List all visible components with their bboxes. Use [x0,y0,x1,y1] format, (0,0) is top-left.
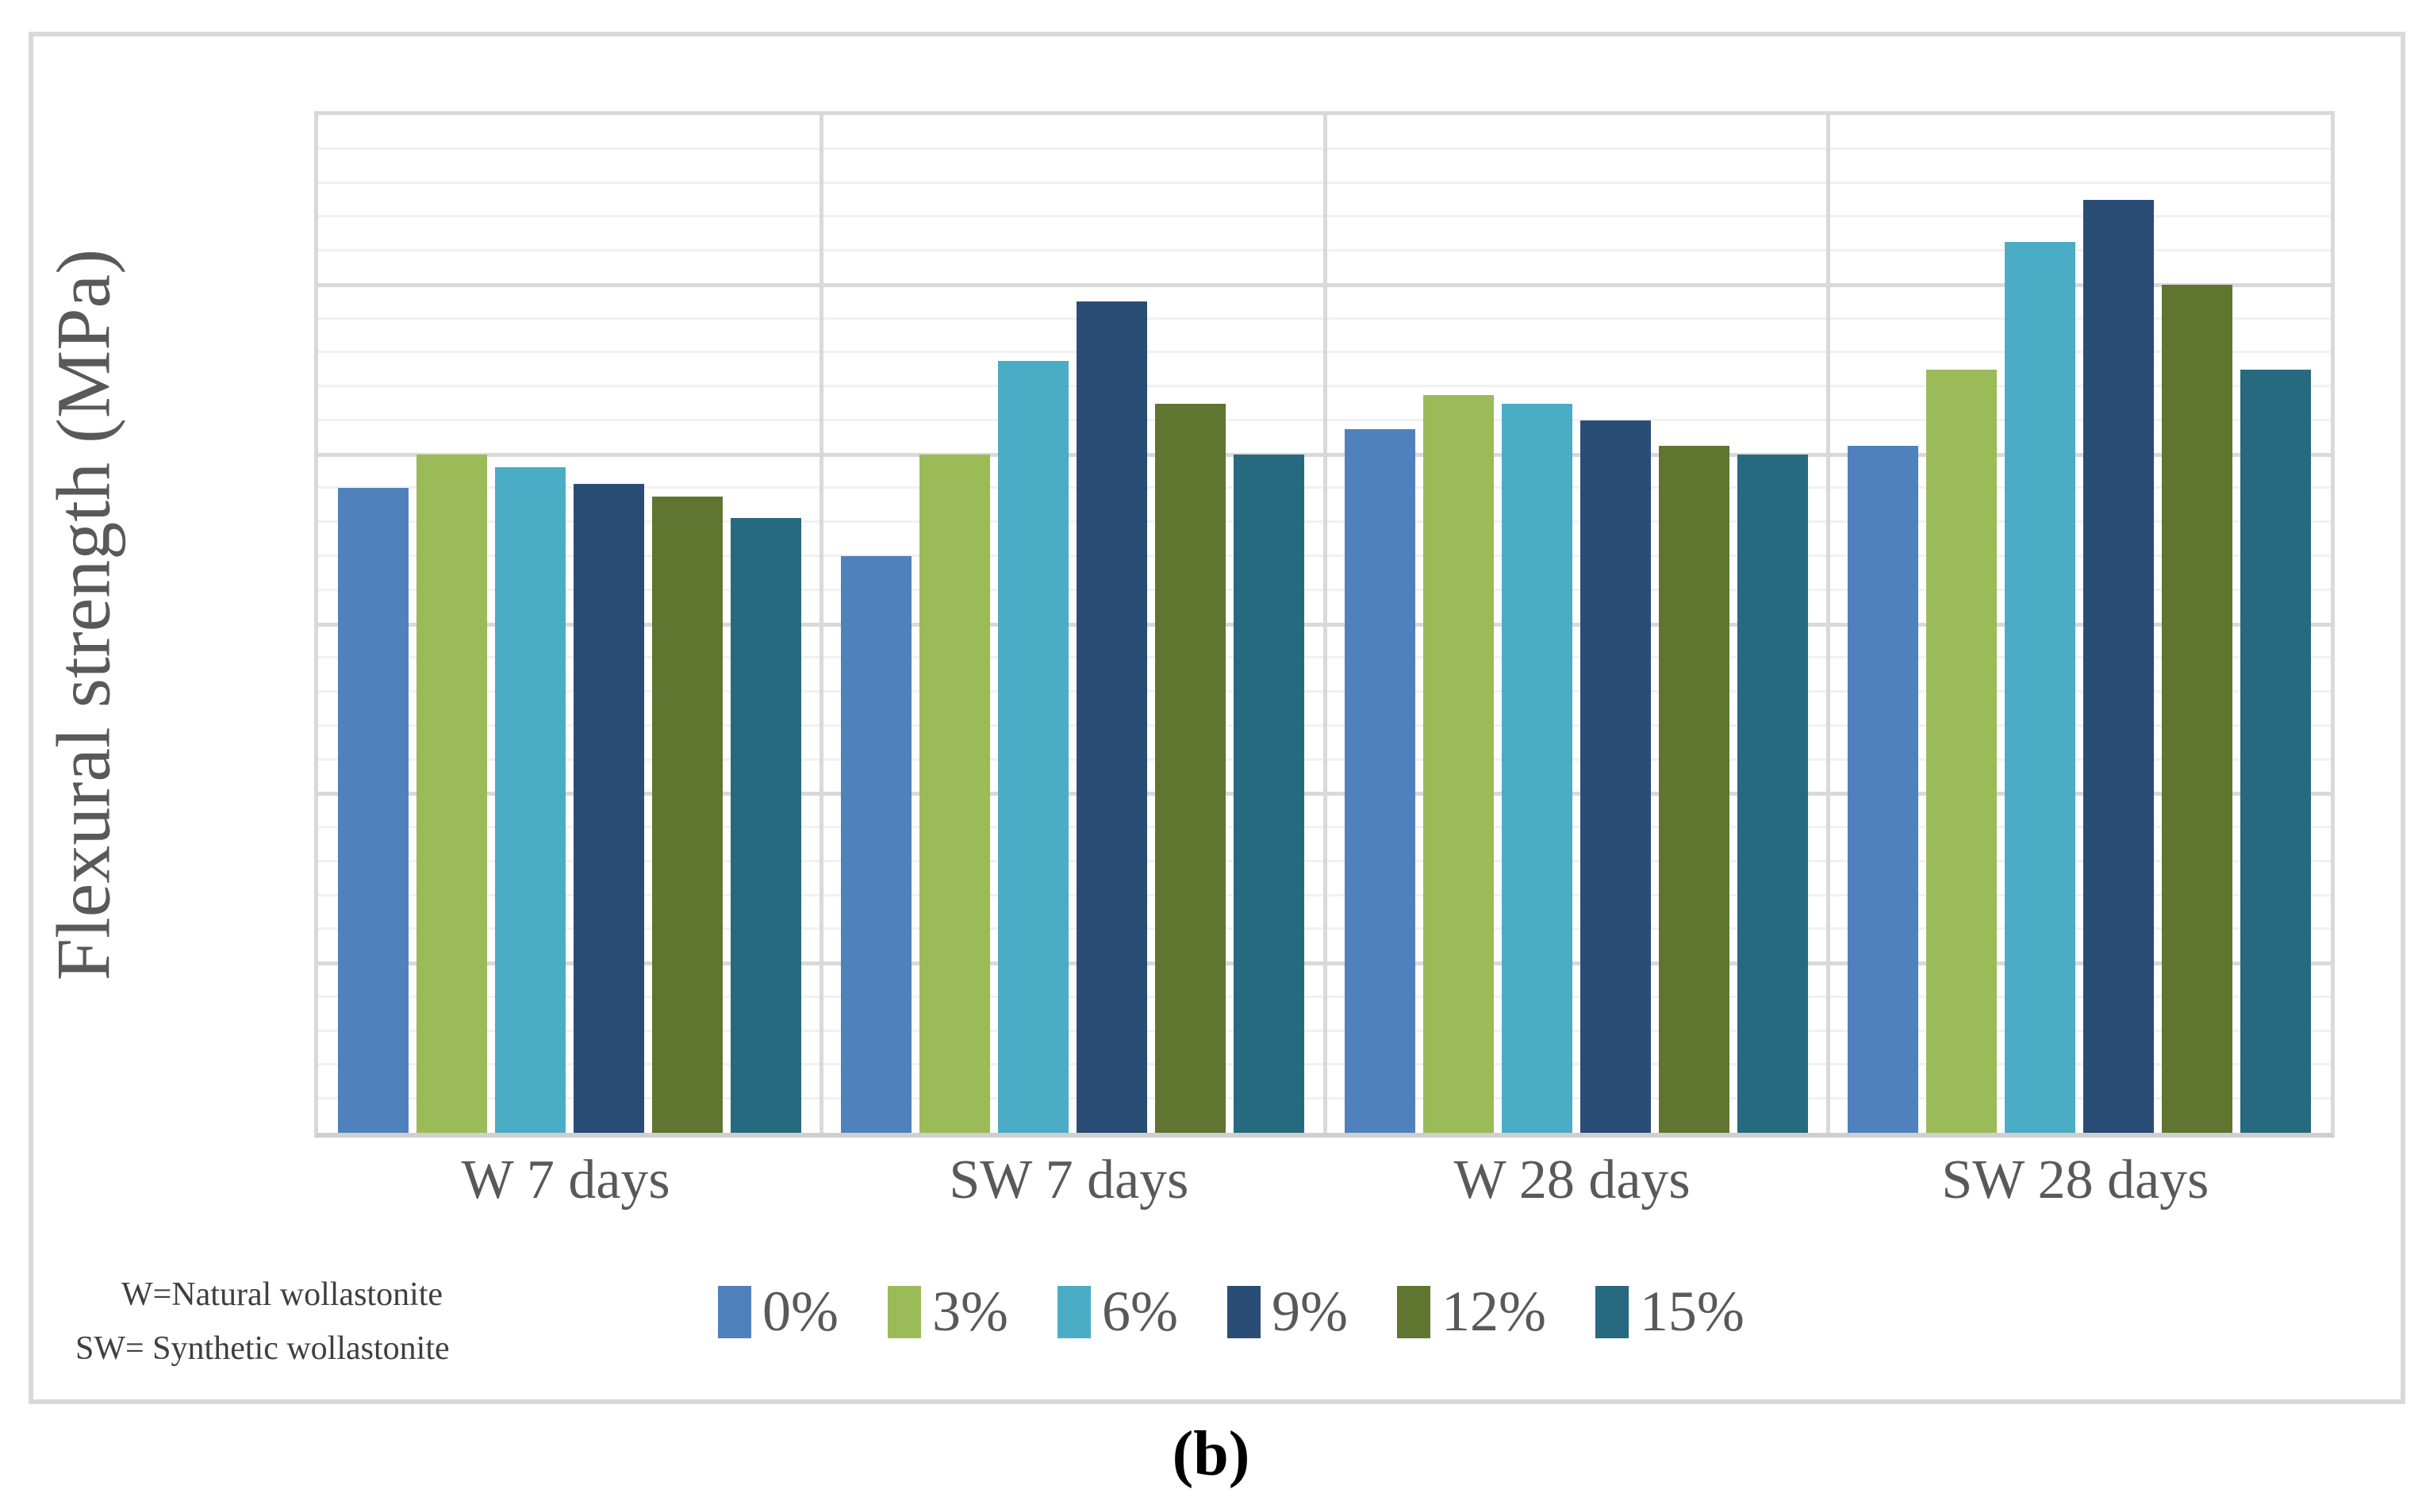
bar-3%-sw-7-days [919,454,991,1133]
bar-0%-sw-7-days [841,555,912,1133]
legend-label-15%: 15% [1639,1280,1745,1343]
bar-group-w-7-days [318,115,821,1133]
legend-label-6%: 6% [1101,1280,1178,1343]
bar-6%-sw-28-days [2004,242,2075,1133]
legend-swatch-12% [1396,1285,1430,1338]
x-label-w-28-days: W 28 days [1453,1149,1691,1211]
legend-item-9%: 9% [1226,1279,1348,1345]
bar-15%-w-28-days [1737,454,1808,1133]
bar-15%-sw-7-days [1234,454,1305,1133]
bar-9%-w-28-days [1579,420,1651,1133]
x-label-sw-7-days: SW 7 days [949,1149,1189,1211]
legend-item-12%: 12% [1396,1279,1546,1345]
bar-group-w-28-days [1325,115,1828,1133]
bar-9%-sw-7-days [1077,301,1148,1133]
legend-swatch-6% [1057,1285,1091,1338]
legend-item-6%: 6% [1057,1279,1178,1345]
plot-area [314,111,2335,1138]
y-axis-title: Flexural strength (MPa) [40,248,126,981]
legend-label-9%: 9% [1271,1280,1348,1343]
legend-label-3%: 3% [931,1280,1008,1343]
bar-15%-sw-28-days [2240,369,2311,1133]
category-divider [819,115,824,1133]
bar-9%-sw-28-days [2082,199,2154,1133]
bar-group-sw-28-days [1828,115,2331,1133]
bar-6%-sw-7-days [998,361,1069,1133]
bar-0%-w-7-days [338,488,409,1133]
bar-3%-w-7-days [416,454,488,1133]
legend-swatch-15% [1595,1285,1629,1338]
bar-3%-sw-28-days [1925,369,1997,1133]
footnote-line-1: W=Natural wollastonite [121,1276,443,1313]
legend-item-0%: 0% [718,1279,839,1345]
legend-swatch-3% [887,1285,921,1338]
x-label-w-7-days: W 7 days [461,1149,670,1211]
legend-swatch-0% [718,1285,751,1338]
bar-0%-w-28-days [1344,428,1415,1133]
bar-6%-w-7-days [495,466,566,1133]
figure-caption: (b) [1172,1419,1250,1489]
bar-3%-w-28-days [1422,394,1494,1133]
legend-label-0%: 0% [762,1280,839,1343]
bar-12%-sw-28-days [2161,284,2232,1133]
bar-0%-sw-28-days [1847,445,1918,1133]
category-divider [1322,115,1327,1133]
category-divider [1825,115,1830,1133]
legend-item-15%: 15% [1595,1279,1745,1345]
bar-15%-w-7-days [731,517,802,1133]
legend-item-3%: 3% [887,1279,1008,1345]
chart-legend: 0% 3% 6% 9% 12% 15% [718,1279,1745,1345]
bar-group-sw-7-days [821,115,1324,1133]
bar-12%-w-7-days [652,497,724,1133]
footnote: W=Natural wollastonite SW= Synthetic wol… [75,1268,450,1376]
legend-label-12%: 12% [1441,1280,1546,1343]
bar-6%-w-28-days [1501,403,1572,1133]
bar-12%-sw-7-days [1155,403,1226,1133]
bar-9%-w-7-days [574,484,645,1133]
footnote-line-2: SW= Synthetic wollastonite [75,1330,450,1368]
x-axis-category-labels: W 7 days SW 7 days W 28 days SW 28 days [314,1149,2327,1212]
legend-swatch-9% [1226,1285,1261,1338]
bar-12%-w-28-days [1658,445,1729,1133]
x-label-sw-28-days: SW 28 days [1941,1149,2209,1211]
